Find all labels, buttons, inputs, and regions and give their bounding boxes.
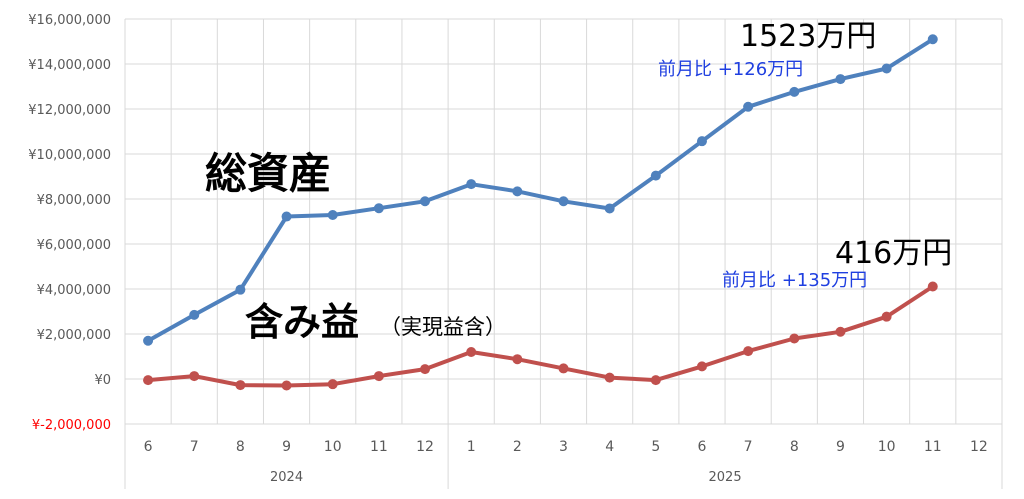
- series-1-point: [373, 371, 384, 382]
- x-tick-label: 10: [324, 439, 342, 455]
- series-line-0: [146, 37, 935, 343]
- y-tick-label: ¥2,000,000: [37, 328, 111, 343]
- x-tick-label: 12: [416, 439, 434, 455]
- y-tick-label: ¥4,000,000: [37, 283, 111, 298]
- series-0-point: [650, 170, 661, 181]
- series-0-point: [696, 136, 707, 147]
- x-tick-label: 12: [970, 439, 988, 455]
- series-1-point: [466, 347, 477, 357]
- series-0-point: [512, 186, 523, 197]
- x-tick-label: 9: [836, 439, 845, 455]
- series-0-point: [789, 86, 800, 97]
- series-1-point: [604, 372, 615, 383]
- y-tick-label: ¥8,000,000: [37, 193, 111, 208]
- y-tick-label: ¥0: [94, 373, 111, 388]
- series-1-point: [927, 281, 938, 292]
- series-1-point: [189, 371, 200, 382]
- x-tick-label: 7: [744, 439, 753, 455]
- x-tick-label: 10: [878, 439, 896, 455]
- series-0-point: [143, 335, 154, 346]
- series-0-point: [281, 211, 292, 222]
- series-1-point: [743, 346, 754, 357]
- series-1-point: [789, 333, 800, 344]
- y-tick-label: ¥16,000,000: [28, 13, 111, 28]
- series-0-point: [373, 203, 384, 214]
- series-0-point: [420, 196, 431, 207]
- total-assets-current-value: 1523万円: [740, 19, 876, 54]
- series-0-point: [881, 63, 892, 74]
- series-1-point: [143, 375, 154, 386]
- y-tick-label: ¥-2,000,000: [32, 418, 111, 433]
- series-0-point: [743, 101, 754, 112]
- series-0-point: [466, 179, 477, 190]
- x-tick-label: 8: [790, 439, 799, 455]
- series-1-point: [650, 375, 661, 386]
- series-label-unrealized-gains: 含み益: [245, 300, 359, 344]
- x-tick-label: 11: [924, 439, 942, 455]
- x-tick-label: 7: [190, 439, 199, 455]
- series-0-point: [189, 309, 200, 320]
- x-tick-label: 8: [236, 439, 245, 455]
- series-lines: [146, 37, 935, 388]
- x-tick-label: 3: [559, 439, 568, 455]
- series-1-point: [327, 379, 338, 390]
- gains-month-delta: 前月比 +135万円: [722, 270, 867, 291]
- series-1-point: [512, 354, 523, 365]
- series-1-point: [281, 380, 292, 391]
- x-tick-label: 9: [282, 439, 291, 455]
- x-tick-label: 6: [698, 439, 707, 455]
- x-tick-label: 5: [651, 439, 660, 455]
- series-1-point: [420, 364, 431, 375]
- series-1-point: [835, 326, 846, 337]
- x-tick-label: 11: [370, 439, 388, 455]
- y-tick-label: ¥6,000,000: [37, 238, 111, 253]
- series-label-total-assets: 総資産: [205, 149, 331, 198]
- x-tick-label: 4: [605, 439, 614, 455]
- year-label: 2024: [270, 470, 303, 485]
- y-tick-label: ¥10,000,000: [28, 148, 111, 163]
- y-axis-tick-labels: ¥16,000,000 ¥14,000,000 ¥12,000,000 ¥10,000…: [28, 13, 111, 433]
- series-1-point: [696, 361, 707, 372]
- series-1-point: [558, 363, 569, 374]
- series-0-point: [558, 196, 569, 207]
- series-0-point: [235, 284, 246, 295]
- series-0-point: [835, 74, 846, 85]
- y-tick-label: ¥14,000,000: [28, 58, 111, 73]
- x-tick-label: 6: [144, 439, 153, 455]
- series-0-point: [927, 34, 938, 45]
- series-1-point: [235, 380, 246, 391]
- x-axis-year-labels: 2024 2025: [270, 470, 742, 485]
- x-tick-label: 2: [513, 439, 522, 455]
- x-axis-tick-labels: 6 7 8 9 10 11 12 1 2 3 4 5 6 7 8 9 10 11 12: [144, 439, 988, 455]
- total-assets-month-delta: 前月比 +126万円: [658, 59, 803, 80]
- year-label: 2025: [709, 470, 742, 485]
- y-tick-label: ¥12,000,000: [28, 103, 111, 118]
- series-points: [143, 34, 938, 391]
- series-line-1: [146, 284, 935, 388]
- series-0-point: [327, 209, 338, 220]
- gains-current-value: 416万円: [835, 236, 952, 271]
- series-1-point: [881, 311, 892, 322]
- x-tick-label: 1: [467, 439, 476, 455]
- series-label-unrealized-gains-suffix: （実現益含）: [380, 315, 506, 339]
- series-0-point: [604, 203, 615, 214]
